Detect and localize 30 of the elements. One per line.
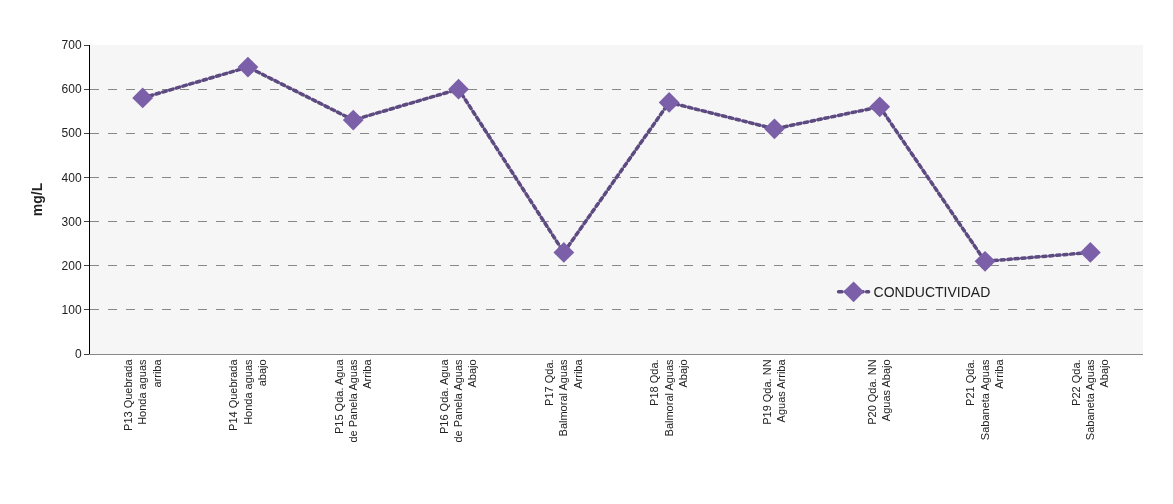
point xyxy=(448,78,469,100)
x-tick-label: P14 Quebrada Honda aguas abajo xyxy=(227,358,268,431)
x-tick-label: P21 Qda. Sabaneta Aguas Arriba xyxy=(964,358,1005,441)
point xyxy=(1079,242,1101,263)
y-tick-label: 100 xyxy=(61,303,82,318)
x-tick-label: P17 Qda. Balmoral Aguas Arriba xyxy=(543,358,584,437)
x-tick-label: P19 Qda. NN Aguas Arriba xyxy=(760,358,788,425)
x-tick-label: P18 Qda. Balmoral Aguas Abajo xyxy=(648,358,690,437)
x-tick-label: P15 Qda. Agua de Panela Aguas Arriba xyxy=(332,358,374,443)
y-tick-label: 400 xyxy=(61,170,82,185)
point xyxy=(764,118,785,140)
legend-label: CONDUCTIVIDAD xyxy=(873,284,991,301)
y-axis-title: mg/L xyxy=(29,182,46,217)
y-tick-label: 500 xyxy=(61,126,82,141)
point xyxy=(658,91,680,113)
x-tick-label: P20 Qda. NN Aguas Abajo xyxy=(866,359,893,425)
y-tick-label: 700 xyxy=(61,38,82,53)
x-tick-label: P22 Qda. Sabaneta Aguas Abajo xyxy=(1069,358,1111,441)
y-tick-label: 200 xyxy=(61,258,82,273)
x-tick-label: P16 Qda. Agua de Panela Aguas Abajo xyxy=(437,358,479,443)
point xyxy=(553,242,575,263)
point xyxy=(132,87,154,109)
y-tick-label: 0 xyxy=(74,347,82,362)
point xyxy=(342,109,364,131)
point xyxy=(974,250,996,272)
y-tick-label: 300 xyxy=(61,214,82,229)
x-tick-label: P13 Quebrada Honda aguas arriba xyxy=(121,358,163,431)
point xyxy=(237,56,259,78)
y-tick-label: 600 xyxy=(61,82,82,97)
point xyxy=(869,96,891,118)
